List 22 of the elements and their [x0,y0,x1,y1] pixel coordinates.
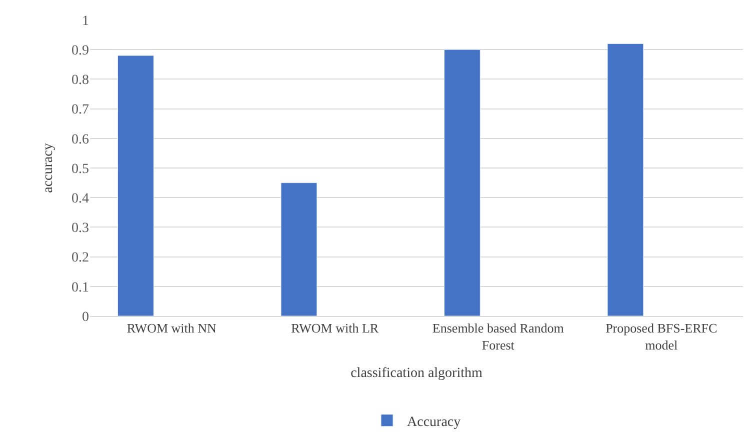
y-tick-label: 0.7 [72,102,89,118]
y-axis-title: accuracy [41,143,56,193]
y-tick-label: 0.4 [72,192,89,206]
y-tick-label: 0.3 [72,221,89,236]
bar [280,182,318,316]
x-tick-label: RWOM with LR [291,320,379,336]
bar [118,55,154,316]
x-tick-label: Ensemble based Random Forest [432,320,564,352]
x-axis-title: classification algorithm [350,366,483,381]
y-tick-label: 0.5 [72,162,89,177]
y-tick-label: 0.2 [72,250,89,266]
y-tick-label: 1 [82,14,89,29]
y-tick-label: 0.1 [72,280,89,296]
y-tick-label: 0.9 [72,44,89,58]
y-tick-label: 0 [82,310,89,325]
bar [444,49,480,316]
x-tick-label: RWOM with NN [126,320,218,336]
x-tick-label: Proposed BFS-ERFC model [606,320,718,352]
bar [607,43,644,316]
legend-label: Accuracy [407,414,461,430]
y-tick-label: 0.6 [72,132,89,148]
y-tick-label: 0.8 [72,73,89,88]
